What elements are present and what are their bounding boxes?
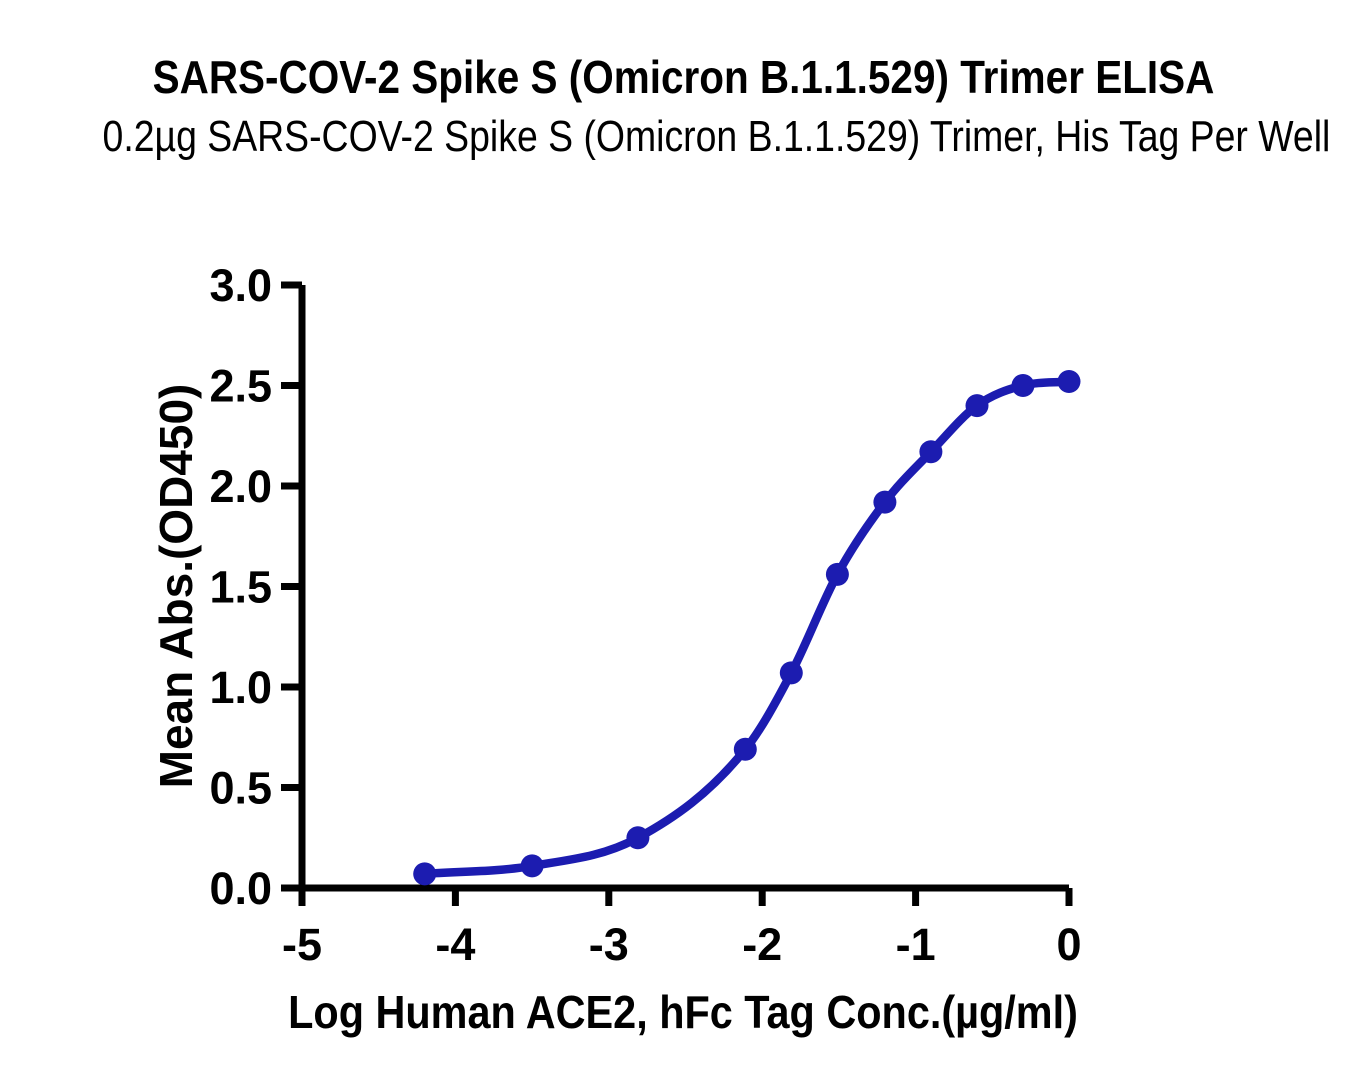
y-tick-label: 1.0 (209, 662, 272, 713)
y-tick-label: 2.0 (209, 461, 272, 512)
y-tick-label: 0.0 (209, 863, 272, 914)
chart-title: SARS-COV-2 Spike S (Omicron B.1.1.529) T… (152, 51, 1215, 103)
x-tick-label: -2 (742, 919, 782, 970)
y-tick-label: 1.5 (209, 562, 272, 613)
chart-subtitle: 0.2µg SARS-COV-2 Spike S (Omicron B.1.1.… (102, 112, 1331, 161)
data-point (413, 862, 437, 886)
data-point (873, 490, 897, 514)
dose-response-curve (420, 377, 1074, 879)
axis-frame (298, 285, 1069, 892)
x-tick-label: 0 (1056, 919, 1081, 970)
data-point (733, 737, 757, 761)
x-tick-label: -1 (896, 919, 936, 970)
x-tick-label: -4 (435, 919, 475, 970)
x-tick-label: -5 (282, 919, 322, 970)
data-point (919, 440, 943, 464)
data-point (1057, 370, 1081, 393)
y-tick-label: 0.5 (209, 763, 272, 814)
y-tick-label: 2.5 (209, 361, 272, 412)
data-point (626, 826, 650, 850)
data-point (825, 562, 849, 586)
x-axis-title: Log Human ACE2, hFc Tag Conc.(µg/ml) (288, 986, 1078, 1038)
data-point (965, 394, 989, 418)
data-point (1011, 374, 1035, 397)
y-tick-label: 3.0 (209, 260, 272, 311)
x-axis-ticks: -5 -4 -3 -2 -1 0 (282, 888, 1082, 970)
data-point-markers (413, 370, 1081, 886)
x-tick-label: -3 (589, 919, 629, 970)
data-point (779, 661, 803, 685)
data-point (520, 854, 544, 878)
y-axis-ticks: 0.0 0.5 1.0 1.5 2.0 2.5 3.0 (209, 260, 302, 914)
